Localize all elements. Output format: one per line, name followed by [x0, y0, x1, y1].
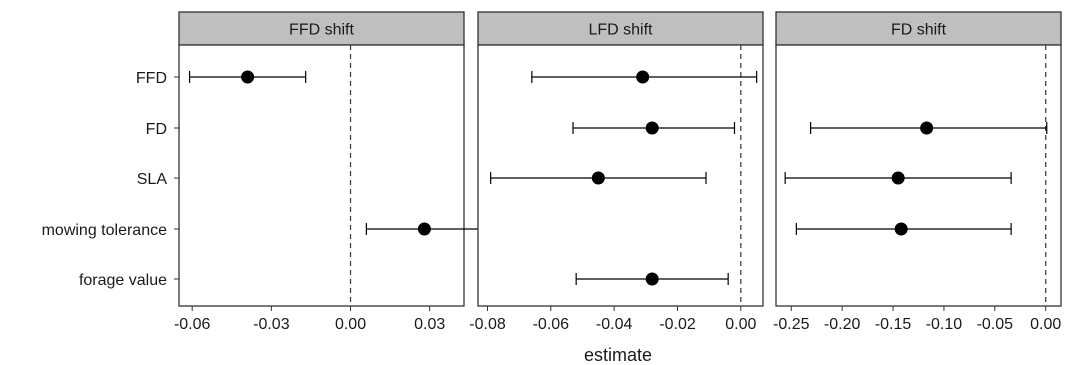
estimate-point — [920, 121, 934, 135]
estimate-sla — [490, 171, 707, 185]
panel-area — [477, 44, 764, 307]
panel-strip — [178, 11, 465, 46]
x-tick-label: 0.00 — [335, 316, 366, 333]
estimate-sla — [784, 171, 1012, 185]
panel-area — [178, 44, 465, 307]
x-axis-title: estimate — [584, 345, 652, 365]
estimate-point — [591, 171, 605, 185]
estimate-point — [417, 222, 431, 236]
estimate-point — [636, 70, 650, 84]
estimate-mowing-tolerance — [795, 222, 1012, 236]
x-tick-label: -0.20 — [824, 316, 861, 333]
x-tick-label: -0.06 — [174, 316, 211, 333]
x-tick-label: -0.06 — [533, 316, 570, 333]
estimate-ffd — [188, 70, 307, 84]
panel-strip — [477, 11, 764, 46]
estimate-ffd — [531, 70, 758, 84]
estimate-fd — [810, 121, 1048, 135]
x-tick-label: -0.04 — [596, 316, 633, 333]
facet-panels: FFD shift -0.06 -0.03 0.00 0.03 LFD shift -0.0… — [174, 11, 1062, 333]
x-tick-label: -0.02 — [659, 316, 696, 333]
x-tick-label: -0.10 — [926, 316, 963, 333]
y-tick-label-fd: FD — [146, 121, 167, 138]
estimate-point — [645, 121, 659, 135]
estimate-forage-value — [575, 272, 729, 286]
panel-title: LFD shift — [588, 22, 653, 39]
y-tick-label-sla: SLA — [137, 171, 168, 188]
y-tick-label-mowing-tolerance: mowing tolerance — [42, 222, 168, 239]
x-tick-label: -0.03 — [253, 316, 290, 333]
y-tick-label-ffd: FFD — [136, 70, 167, 87]
x-tick-label: 0.00 — [725, 316, 756, 333]
x-tick-label: -0.08 — [469, 316, 506, 333]
estimate-point — [241, 70, 255, 84]
panel-area — [775, 44, 1062, 307]
x-tick-label: -0.15 — [875, 316, 912, 333]
x-tick-label: -0.05 — [977, 316, 1014, 333]
y-axis-labels: FFD FD SLA mowing tolerance forage value — [42, 70, 179, 289]
estimate-point — [891, 171, 905, 185]
x-tick-label: 0.00 — [1030, 316, 1061, 333]
y-tick-label-forage-value: forage value — [79, 272, 167, 289]
estimate-fd — [572, 121, 736, 135]
x-tick-label: -0.25 — [773, 316, 810, 333]
panel-lfd-shift: LFD shift -0.08 -0.06 -0.04 -0.02 0.00 — [469, 11, 764, 333]
panel-ffd-shift: FFD shift -0.06 -0.03 0.00 0.03 — [174, 11, 486, 333]
panel-title: FD shift — [891, 22, 947, 39]
x-tick-label: 0.03 — [414, 316, 445, 333]
panel-title: FFD shift — [289, 22, 354, 39]
panel-fd-shift: FD shift -0.25 -0.20 -0.15 -0.10 -0.05 0.00 — [773, 11, 1062, 333]
estimate-point — [645, 272, 659, 286]
estimate-point — [894, 222, 908, 236]
